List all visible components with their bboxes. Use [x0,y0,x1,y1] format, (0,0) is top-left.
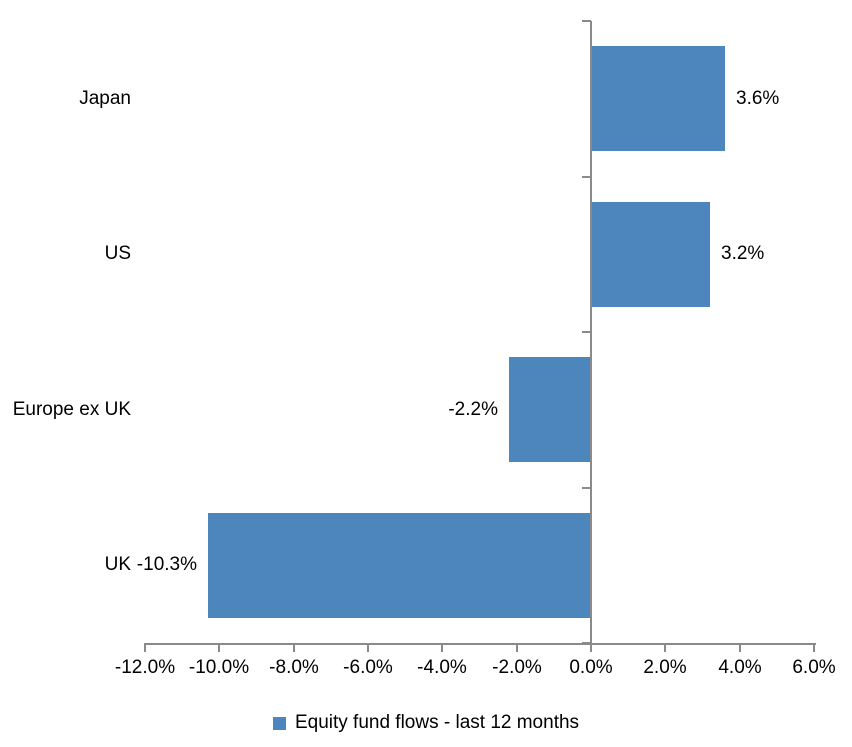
x-tick-0 [144,643,146,652]
x-tick-7 [664,643,666,652]
x-axis-line [145,643,816,645]
bar-label-uk: -10.3% [136,554,197,575]
category-tick-0 [582,20,591,22]
category-label-uk: UK [104,554,131,575]
bar-label-us: 3.2% [721,243,765,264]
x-tick-label-7: 2.0% [643,657,687,678]
bar-japan [591,46,725,151]
category-label-europe-ex-uk: Europe ex UK [12,399,131,420]
x-tick-4 [441,643,443,652]
x-tick-9 [813,643,815,652]
x-tick-3 [367,643,369,652]
legend-label: Equity fund flows - last 12 months [294,712,580,733]
category-tick-1 [582,176,591,178]
category-tick-3 [582,487,591,489]
category-tick-4 [582,642,591,644]
zero-line [590,21,592,652]
x-tick-2 [293,643,295,652]
bar-label-europe-ex-uk: -2.2% [448,399,498,420]
x-tick-label-0: -12.0% [114,657,176,678]
x-tick-label-5: -2.0% [492,657,542,678]
category-tick-2 [582,331,591,333]
x-tick-label-4: -4.0% [417,657,467,678]
category-label-us: US [104,243,131,264]
x-tick-8 [739,643,741,652]
x-tick-label-3: -6.0% [343,657,393,678]
bar-uk [208,513,591,618]
bar-label-japan: 3.6% [736,88,780,109]
x-tick-1 [218,643,220,652]
x-tick-label-9: 6.0% [792,657,836,678]
x-tick-label-8: 4.0% [718,657,762,678]
legend: Equity fund flows - last 12 months [0,710,852,736]
x-tick-label-2: -8.0% [269,657,319,678]
category-label-japan: Japan [79,88,131,109]
x-tick-label-6: 0.0% [569,657,613,678]
legend-marker-icon [272,716,286,730]
x-tick-5 [516,643,518,652]
bar-europe-ex-uk [509,357,591,462]
bar-us [591,202,710,307]
x-tick-label-1: -10.0% [188,657,250,678]
